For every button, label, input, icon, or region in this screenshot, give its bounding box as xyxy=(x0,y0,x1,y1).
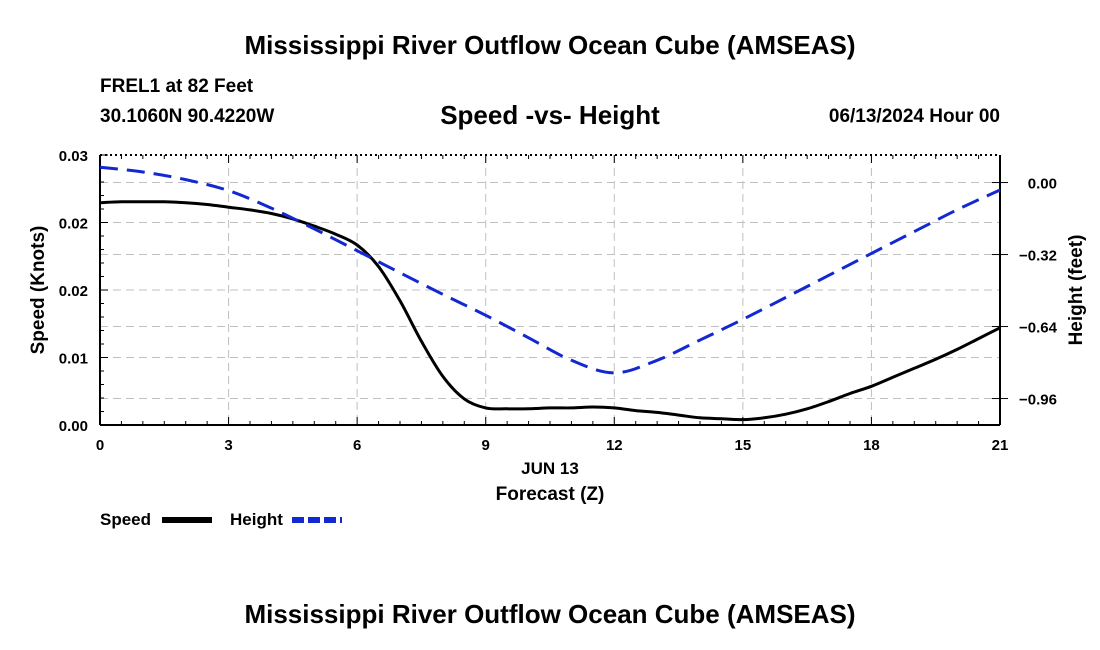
y2-tick-label: 0.00 xyxy=(1028,176,1057,193)
x-tick-label: 15 xyxy=(735,437,752,454)
legend-height-label: Height xyxy=(230,510,283,529)
x-tick-label: 3 xyxy=(224,437,232,454)
axis-layer xyxy=(99,154,1008,426)
y-axis-title: Speed (Knots) xyxy=(28,226,49,355)
series-layer xyxy=(99,165,1001,422)
x-tick-label: 9 xyxy=(482,437,490,454)
y-tick-label: 0.00 xyxy=(59,418,88,435)
y2-tick-label: −0.96 xyxy=(1019,392,1057,409)
y2-axis-title: Height (feet) xyxy=(1066,235,1087,346)
x-axis-date-label: JUN 13 xyxy=(521,459,579,478)
x-tick-label: 0 xyxy=(96,437,104,454)
x-axis-title: Forecast (Z) xyxy=(496,484,605,505)
y-tick-label: 0.02 xyxy=(59,216,88,233)
chart-subtitle: Speed -vs- Height xyxy=(440,100,660,130)
y2-tick-label: −0.64 xyxy=(1019,320,1058,337)
station-coordinates: 30.1060N 90.4220W xyxy=(100,106,275,127)
legend-speed-label: Speed xyxy=(100,510,152,529)
y2-tick-label: −0.32 xyxy=(1019,248,1057,265)
y-tick-label: 0.03 xyxy=(59,148,88,165)
chart-main-title: Mississippi River Outflow Ocean Cube (AM… xyxy=(244,30,856,60)
station-label: FREL1 at 82 Feet xyxy=(100,76,254,97)
forecast-datetime: 06/13/2024 Hour 00 xyxy=(828,106,1000,127)
y-tick-label: 0.02 xyxy=(59,283,88,300)
x-tick-label: 6 xyxy=(353,437,361,454)
x-tick-label: 12 xyxy=(606,437,623,454)
x-tick-label: 21 xyxy=(992,437,1009,454)
y-tick-label: 0.01 xyxy=(59,351,88,368)
series-line-speed xyxy=(99,200,1001,422)
x-tick-label: 18 xyxy=(863,437,880,454)
chart-footer-title: Mississippi River Outflow Ocean Cube (AM… xyxy=(244,599,856,629)
label-layer: 0 3 6 9 12 15 18 21 0.00 0.01 0.02 0.02 0.03 0.00 −0.3… xyxy=(28,148,1087,523)
grid-layer xyxy=(100,155,1000,425)
series-line-height xyxy=(99,165,1001,375)
